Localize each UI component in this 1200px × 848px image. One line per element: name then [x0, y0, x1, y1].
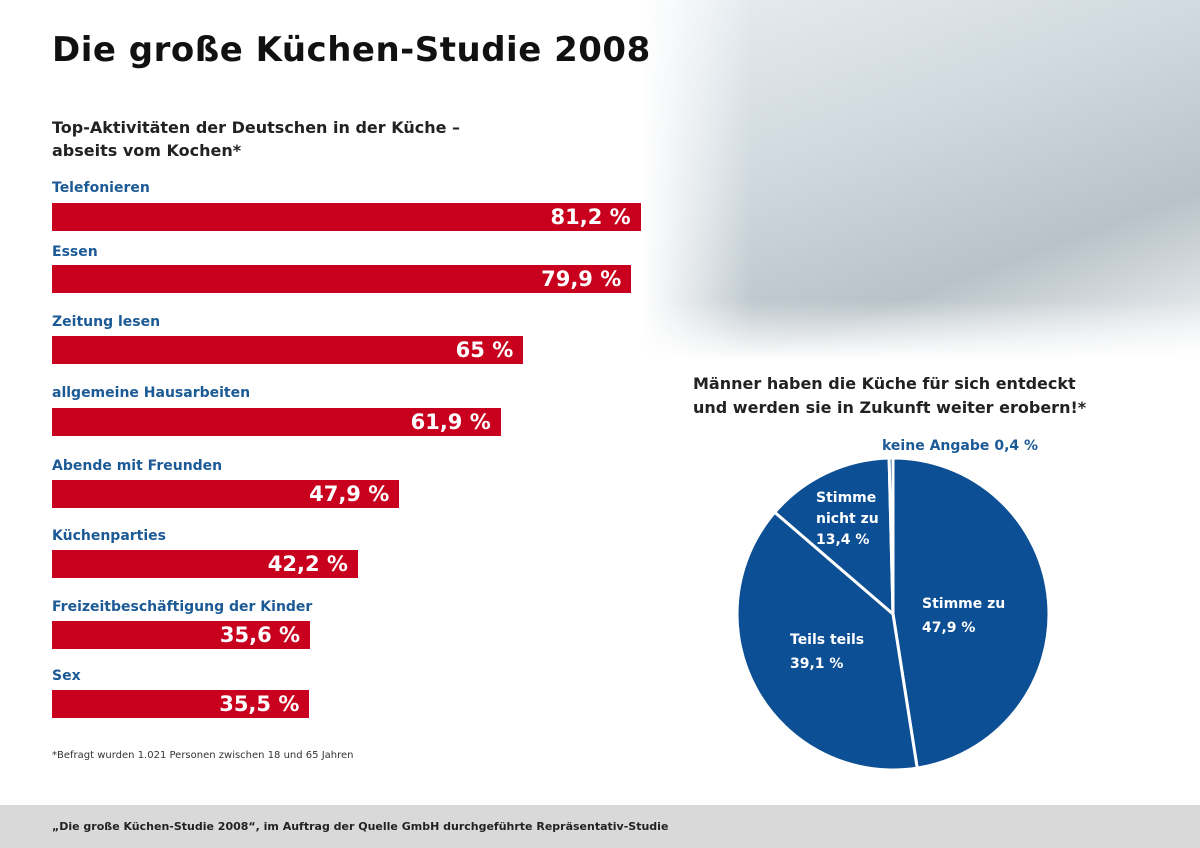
- pie-slice-label: nicht zu: [816, 511, 879, 527]
- pie-chart-title: Männer haben die Küche für sich entdeckt…: [693, 372, 1086, 420]
- bar-category-label: Abende mit Freunden: [52, 458, 223, 474]
- bar-value-label: 81,2 %: [550, 205, 631, 229]
- pie-value-label: 13,4 %: [816, 532, 869, 548]
- page-title: Die große Küchen-Studie 2008: [52, 30, 651, 70]
- pie-title-line: und werden sie in Zukunft weiter erobern…: [693, 398, 1087, 417]
- bar-category-label: Sex: [52, 668, 81, 684]
- bar-title-line: abseits vom Kochen*: [52, 141, 242, 160]
- pie-slice: [772, 456, 895, 618]
- bar-category-label: Küchenparties: [52, 528, 166, 544]
- bar: 35,5 %: [52, 690, 310, 718]
- bar: 35,6 %: [52, 621, 311, 649]
- bar-value-label: 42,2 %: [267, 552, 348, 576]
- pie-slice: [887, 456, 895, 615]
- bar-value-label: 61,9 %: [410, 410, 491, 434]
- bar-value-label: 35,5 %: [219, 692, 300, 716]
- bar: 81,2 %: [52, 203, 641, 231]
- kitchen-photo: [640, 0, 1200, 360]
- bar-value-label: 35,6 %: [219, 623, 301, 647]
- pie-title-line: Männer haben die Küche für sich entdeckt: [693, 374, 1076, 393]
- pie-slice-label: Stimme zu: [922, 596, 1005, 612]
- bar-value-label: 47,9 %: [309, 482, 390, 506]
- pie-value-label: 47,9 %: [922, 620, 975, 636]
- bar: 47,9 %: [52, 480, 400, 508]
- pie-slice-label: keine Angabe 0,4 %: [882, 438, 1038, 454]
- footer: „Die große Küchen-Studie 2008“, im Auftr…: [0, 805, 1200, 848]
- pie-value-label: 39,1 %: [790, 656, 843, 672]
- bar: 79,9 %: [52, 265, 632, 293]
- pie-slice: [891, 456, 1051, 770]
- bar-title-line: Top-Aktivitäten der Deutschen in der Küc…: [52, 118, 461, 137]
- footnote: *Befragt wurden 1.021 Personen zwischen …: [52, 750, 354, 761]
- pie-value-label: 0,4 %: [994, 438, 1038, 454]
- footer-text: „Die große Küchen-Studie 2008“, im Auftr…: [52, 820, 669, 833]
- bar-value-label: 79,9 %: [541, 267, 622, 291]
- bar-category-label: Telefonieren: [52, 180, 150, 196]
- bar-category-label: Zeitung lesen: [52, 314, 161, 330]
- pie-label-text: keine Angabe: [882, 438, 989, 454]
- bar: 65 %: [52, 336, 524, 364]
- bar-category-label: Essen: [52, 244, 98, 260]
- pie-slice: [735, 510, 919, 772]
- bar: 42,2 %: [52, 550, 358, 578]
- bar-value-label: 65 %: [455, 338, 514, 362]
- bar-category-label: allgemeine Hausarbeiten: [52, 385, 251, 401]
- pie-slice-label: Teils teils: [790, 632, 864, 648]
- bar-category-label: Freizeitbeschäftigung der Kinder: [52, 599, 313, 615]
- bar-chart-title: Top-Aktivitäten der Deutschen in der Küc…: [52, 116, 460, 162]
- bar: 61,9 %: [52, 408, 501, 436]
- pie-slice-label: Stimme: [816, 490, 876, 506]
